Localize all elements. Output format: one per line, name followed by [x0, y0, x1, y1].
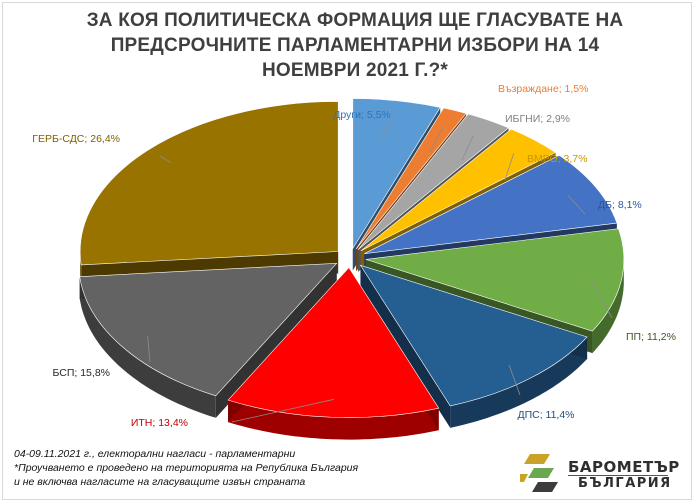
data-label-2: ИБГНИ; 2,9%	[505, 113, 570, 125]
leader-line-8	[147, 336, 151, 363]
pie-cut-8-0	[215, 263, 337, 418]
pie-slice-8	[79, 262, 338, 397]
data-label-7: ИТН; 13,4%	[131, 417, 188, 429]
pie-slice-6	[359, 264, 588, 407]
leader-line-4	[567, 194, 586, 215]
survey-date-line: 04-09.11.2021 г., електорални нагласи - …	[14, 448, 296, 460]
pie-slice-0	[352, 98, 441, 250]
chart-footer: 04-09.11.2021 г., електорални нагласи - …	[14, 447, 484, 489]
data-label-6: ДПС; 11,4%	[517, 409, 574, 421]
data-label-3: ВМРО; 3,7%	[527, 153, 587, 165]
pie-slice-5	[365, 228, 625, 332]
leader-line-9	[159, 155, 171, 163]
leader-line-7	[231, 398, 335, 423]
logo-divider	[568, 475, 668, 476]
survey-note-line-2: и не включва нагласите на гласуващите из…	[14, 476, 306, 488]
data-label-8: БСП; 15,8%	[52, 367, 110, 379]
data-label-5: ПП; 11,2%	[626, 331, 676, 343]
pie-wall-8	[79, 276, 216, 418]
logo-mark-icon	[520, 454, 558, 492]
pie-wall-5	[592, 257, 624, 354]
leader-line-6	[508, 364, 521, 396]
chart-title-line-1: ЗА КОЯ ПОЛИТИЧЕСКА ФОРМАЦИЯ ЩЕ ГЛАСУВАТЕ…	[86, 10, 624, 31]
leader-line-2	[461, 135, 474, 161]
logo-word-2: БЪЛГАРИЯ	[578, 476, 672, 491]
pie-chart: Други; 5,5% Възраждане; 1,5% ИБГНИ; 2,9% ВМ…	[32, 83, 676, 440]
pie-cut-6-1	[360, 265, 451, 428]
data-label-0: Други; 5,5%	[333, 109, 391, 121]
leader-line-0	[381, 118, 393, 141]
data-label-9: ГЕРБ-СДС; 26,4%	[32, 133, 120, 145]
pie-slice-9	[79, 101, 339, 266]
pie-slice-7	[227, 267, 440, 418]
survey-note-line-1: *Проучването е проведено на територията …	[14, 462, 359, 474]
leader-line-1	[429, 127, 444, 153]
chart-title-line-3: НОЕМВРИ 2021 Г.?*	[262, 60, 448, 81]
pie-labels: Други; 5,5% Възраждане; 1,5% ИБГНИ; 2,9% ВМ…	[32, 83, 676, 429]
pie-slice-3	[360, 128, 557, 252]
pie-slices	[79, 98, 625, 418]
barometer-bulgaria-logo: БАРОМЕТЪР БЪЛГАРИЯ	[520, 448, 685, 498]
leader-line-5	[590, 278, 613, 319]
chart-title-line-2: ПРЕДСРОЧНИТЕ ПАРЛАМЕНТАРНИ ИЗБОРИ НА 14	[110, 35, 600, 56]
leader-line-3	[504, 153, 515, 181]
logo-word-1: БАРОМЕТЪР	[568, 458, 680, 476]
chart-frame	[2, 2, 692, 500]
chart-title: ЗА КОЯ ПОЛИТИЧЕСКА ФОРМАЦИЯ ЩЕ ГЛАСУВАТЕ…	[60, 8, 650, 83]
data-label-1: Възраждане; 1,5%	[498, 83, 588, 95]
data-label-4: ДБ; 8,1%	[598, 199, 642, 211]
pie-slice-2	[357, 113, 510, 250]
pie-slice-1	[355, 107, 467, 250]
pie-wall-7	[228, 400, 439, 440]
pie-wall-6	[450, 337, 588, 428]
pie-slice-4	[364, 154, 618, 254]
